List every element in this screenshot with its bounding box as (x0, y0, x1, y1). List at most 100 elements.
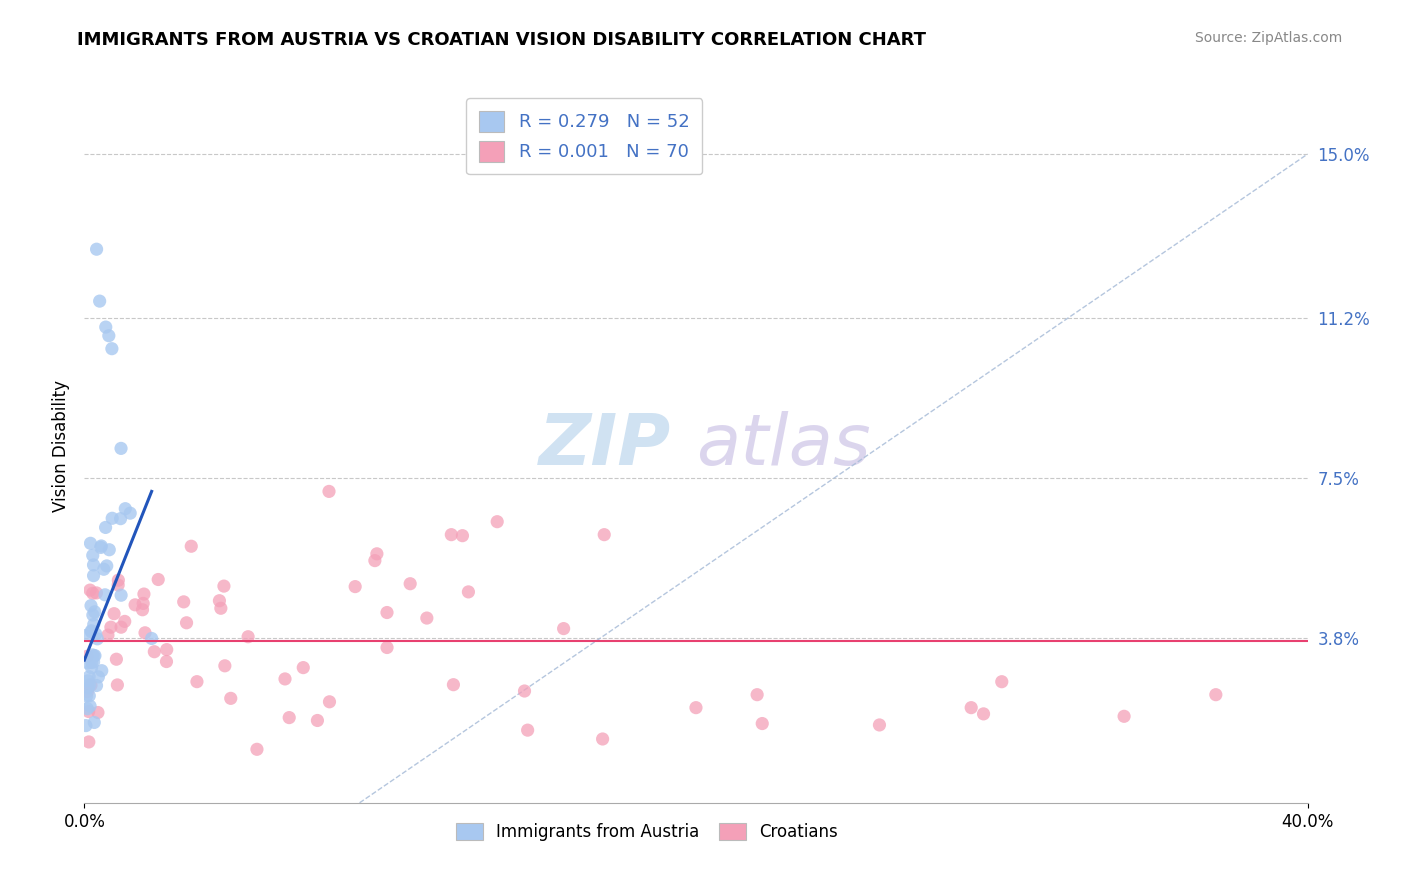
Point (1205, 688, 1227, 702)
Point (83, 558, 105, 572)
Point (173, 595, 195, 609)
Point (110, 511, 132, 525)
Point (90, 664, 112, 678)
Point (143, 645, 166, 659)
Point (156, 642, 179, 657)
Point (100, 620, 122, 634)
Point (441, 678, 464, 692)
Point (82, 586, 104, 600)
Point (110, 620, 132, 634)
Point (960, 700, 983, 714)
Point (114, 501, 136, 516)
Point (98, 542, 121, 557)
Point (274, 672, 297, 686)
Point (124, 598, 146, 612)
Point (76, 689, 98, 703)
Point (97, 628, 120, 642)
Point (89, 294, 111, 309)
Point (344, 580, 367, 594)
Point (76, 684, 98, 698)
Point (208, 593, 231, 607)
Point (103, 607, 125, 621)
Point (101, 342, 124, 356)
Point (79, 583, 101, 598)
Point (83, 605, 105, 619)
Point (105, 652, 128, 666)
Point (155, 655, 177, 669)
Point (96, 558, 118, 573)
Point (318, 484, 340, 499)
Point (77, 681, 100, 695)
Text: Source: ZipAtlas.com: Source: ZipAtlas.com (1195, 31, 1343, 45)
Point (134, 625, 156, 640)
Point (364, 553, 387, 567)
Point (399, 576, 422, 591)
Point (94, 320, 117, 334)
Point (84, 648, 107, 663)
Point (76, 656, 98, 670)
Point (97, 328, 120, 343)
Point (416, 611, 439, 625)
Point (132, 587, 155, 601)
Point (593, 527, 616, 541)
Point (86, 679, 108, 693)
Point (214, 658, 236, 673)
Point (101, 511, 124, 525)
Point (80, 678, 103, 692)
Point (82, 607, 104, 622)
Point (120, 506, 142, 520)
Point (86, 586, 108, 600)
Point (869, 718, 891, 732)
Point (84, 627, 107, 641)
Text: atlas: atlas (696, 411, 870, 481)
Point (592, 731, 614, 746)
Point (440, 527, 463, 541)
Legend: Immigrants from Austria, Croatians: Immigrants from Austria, Croatians (450, 816, 845, 848)
Point (94, 588, 117, 602)
Point (246, 742, 269, 756)
Point (83, 715, 105, 730)
Point (80, 624, 103, 639)
Point (80, 661, 103, 675)
Point (76, 702, 98, 716)
Point (236, 630, 259, 644)
Point (75, 628, 97, 642)
Point (1114, 709, 1136, 723)
Point (76, 649, 98, 664)
Point (86, 632, 108, 646)
Point (307, 714, 329, 728)
Point (82, 648, 104, 662)
Point (110, 588, 132, 602)
Point (80, 624, 103, 638)
Point (751, 716, 773, 731)
Point (110, 442, 132, 456)
Point (77, 670, 100, 684)
Point (87, 670, 110, 684)
Point (375, 606, 398, 620)
Point (79, 699, 101, 714)
Point (457, 585, 479, 599)
Point (94, 520, 117, 534)
Point (90, 541, 112, 555)
Point (77, 673, 100, 688)
Point (991, 674, 1014, 689)
Point (973, 706, 995, 721)
Point (107, 578, 129, 592)
Point (278, 710, 301, 724)
Point (86, 242, 108, 256)
Point (83, 655, 105, 669)
Point (451, 529, 474, 543)
Point (219, 691, 242, 706)
Point (366, 547, 388, 561)
Point (186, 674, 208, 689)
Text: ZIP: ZIP (540, 411, 672, 481)
Point (79, 678, 101, 692)
Point (77, 705, 100, 719)
Point (93, 562, 115, 576)
Point (80, 656, 103, 670)
Point (80, 599, 103, 613)
Point (553, 622, 575, 636)
Point (141, 632, 163, 646)
Point (513, 684, 536, 698)
Point (486, 515, 509, 529)
